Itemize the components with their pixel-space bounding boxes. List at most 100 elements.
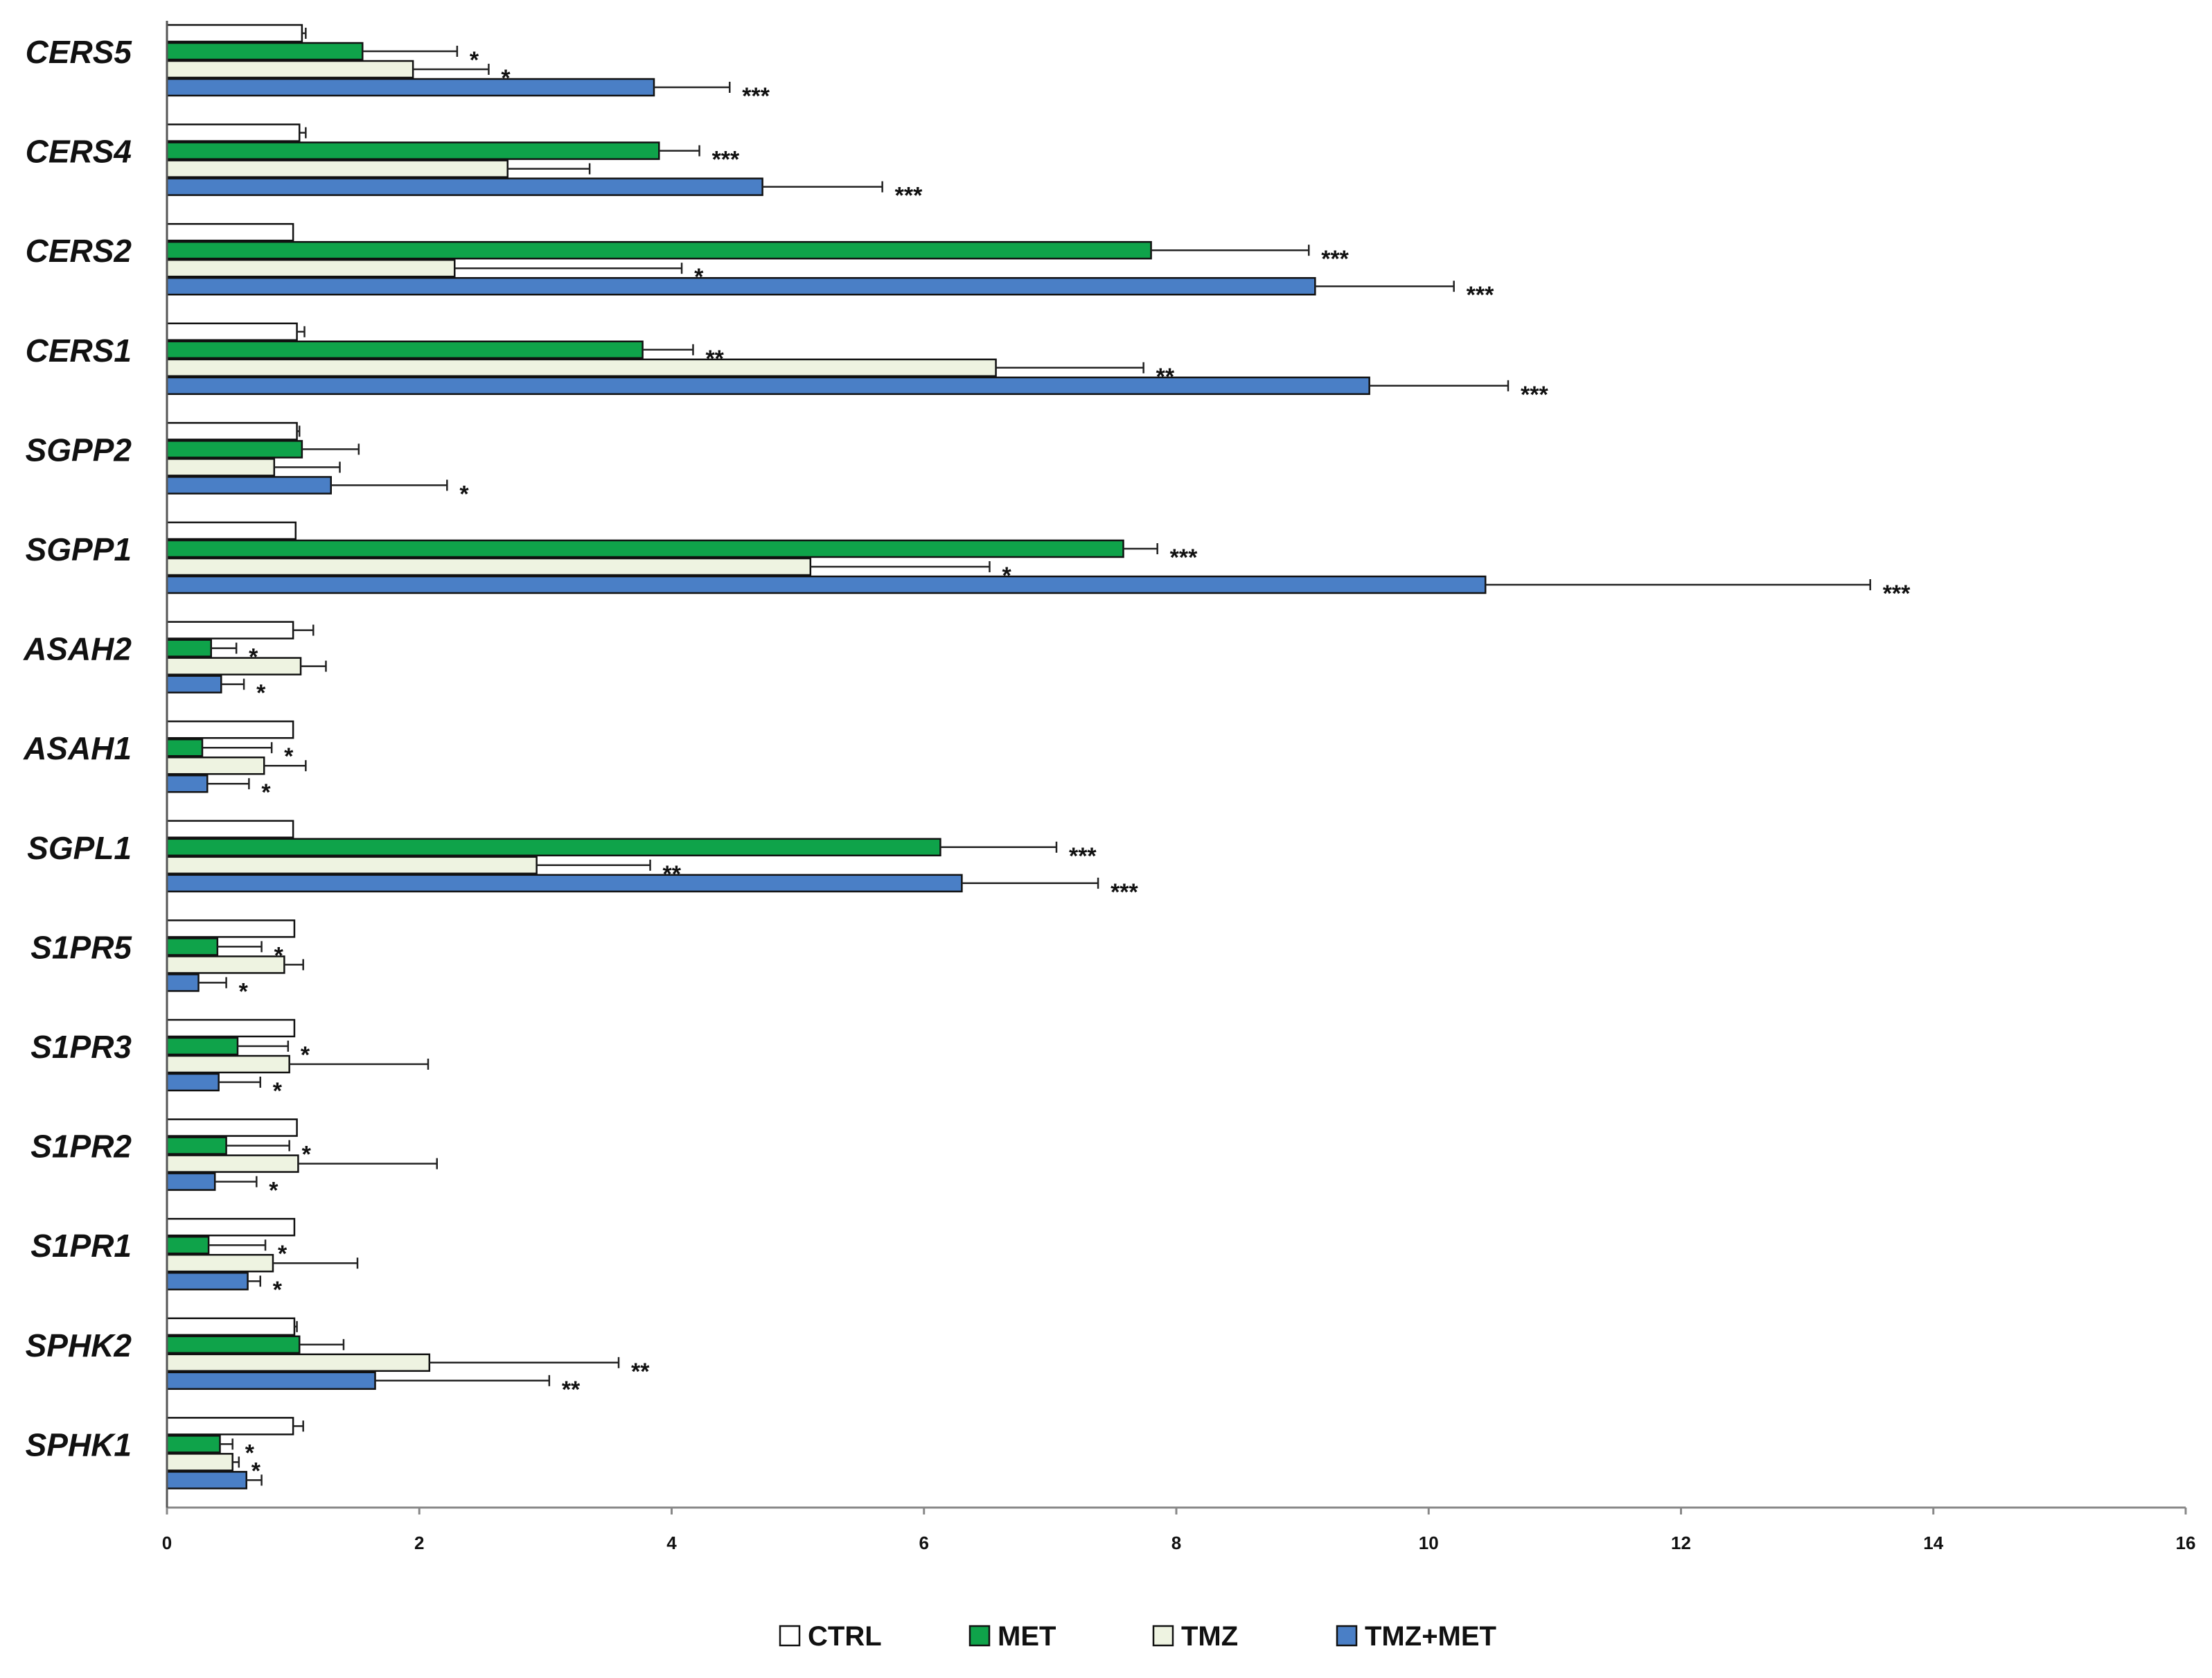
bar-sphk1-tmz-met [166, 1471, 247, 1490]
significance-sgpp1-met: *** [1170, 545, 1198, 571]
bar-s1pr3-ctrl [166, 1018, 296, 1038]
significance-asah2-tmz-met: * [256, 680, 266, 707]
bar-s1pr3-tmz [166, 1054, 290, 1074]
category-label-cers1: CERS1 [26, 333, 132, 369]
significance-s1pr1-met: * [278, 1241, 287, 1267]
bar-s1pr5-tmz-met [166, 973, 200, 992]
bar-cers4-ctrl [166, 123, 301, 142]
bar-s1pr5-ctrl [166, 919, 296, 938]
bar-cers1-met [166, 340, 644, 360]
significance-sphk1-met: * [245, 1440, 255, 1466]
category-label-sgpp1: SGPP1 [26, 531, 132, 567]
category-label-s1pr3: S1PR3 [30, 1029, 132, 1065]
significance-s1pr3-tmz-met: * [273, 1078, 283, 1104]
legend-swatch-tmz [1152, 1625, 1174, 1647]
significance-s1pr1-tmz-met: * [273, 1277, 283, 1303]
category-label-s1pr5: S1PR5 [30, 929, 132, 965]
bar-sgpl1-met [166, 838, 941, 857]
bar-s1pr3-tmz-met [166, 1072, 220, 1092]
legend-swatch-tmz-met [1336, 1625, 1358, 1647]
significance-cers1-tmz-met: *** [1521, 382, 1548, 408]
legend-label-ctrl: CTRL [808, 1621, 882, 1652]
bar-sgpp1-ctrl [166, 521, 297, 540]
significance-sphk2-tmz: ** [631, 1359, 650, 1385]
legend-label-met: MET [998, 1621, 1056, 1652]
bar-cers4-tmz-met [166, 177, 763, 196]
bar-asah1-tmz [166, 756, 265, 775]
significance-sphk2-tmz-met: ** [562, 1377, 581, 1403]
bar-cers1-tmz [166, 358, 997, 378]
bar-asah2-tmz-met [166, 675, 222, 694]
bar-cers1-tmz-met [166, 376, 1370, 396]
bar-sgpl1-tmz-met [166, 874, 963, 893]
bar-s1pr1-tmz [166, 1253, 274, 1273]
significance-asah1-tmz-met: * [261, 779, 271, 806]
x-tick-label-12: 12 [1671, 1533, 1691, 1553]
bar-asah1-ctrl [166, 720, 294, 739]
bar-sphk1-tmz [166, 1453, 233, 1472]
bar-sgpp2-ctrl [166, 422, 298, 441]
bar-sphk1-ctrl [166, 1417, 294, 1436]
bar-cers5-ctrl [166, 24, 303, 43]
bar-s1pr2-tmz-met [166, 1172, 216, 1191]
significance-cers4-met: *** [712, 147, 740, 173]
x-tick-label-6: 6 [919, 1533, 929, 1553]
bar-sgpl1-ctrl [166, 820, 294, 839]
bar-cers5-met [166, 42, 364, 61]
legend-swatch-ctrl [779, 1625, 801, 1647]
category-label-asah1: ASAH1 [23, 730, 132, 766]
bar-cers2-tmz [166, 258, 456, 278]
category-label-s1pr1: S1PR1 [30, 1228, 132, 1264]
significance-sgpl1-tmz-met: *** [1111, 879, 1138, 906]
bar-s1pr5-tmz [166, 955, 285, 974]
bar-sphk2-tmz [166, 1353, 431, 1372]
significance-s1pr2-tmz-met: * [269, 1178, 278, 1204]
significance-cers2-tmz-met: *** [1467, 282, 1494, 308]
bar-asah2-tmz [166, 657, 302, 675]
bar-cers2-met [166, 240, 1152, 260]
bar-cers5-tmz-met [166, 78, 655, 97]
x-tick-label-10: 10 [1419, 1533, 1439, 1553]
category-label-cers2: CERS2 [26, 233, 132, 269]
significance-sgpp2-tmz-met: * [459, 481, 469, 507]
bar-cers4-tmz [166, 159, 508, 178]
bar-s1pr1-met [166, 1235, 210, 1255]
significance-cers5-met: * [470, 47, 479, 73]
bar-sphk2-ctrl [166, 1317, 296, 1336]
bar-cers4-met [166, 141, 660, 160]
category-label-sgpl1: SGPL1 [27, 830, 132, 866]
bar-s1pr2-tmz [166, 1154, 299, 1173]
significance-sgpp1-tmz-met: *** [1883, 581, 1911, 607]
legend-label-tmz: TMZ [1181, 1621, 1238, 1652]
bar-sphk1-met [166, 1435, 221, 1454]
bars-layer: ****************************************… [166, 24, 1911, 1490]
significance-s1pr3-met: * [301, 1042, 310, 1068]
category-label-sphk2: SPHK2 [26, 1327, 132, 1363]
category-label-sgpp2: SGPP2 [26, 432, 132, 468]
category-label-cers4: CERS4 [26, 134, 132, 170]
bar-sphk2-tmz-met [166, 1371, 376, 1390]
legend-swatch-met [968, 1625, 991, 1647]
x-tick-label-14: 14 [1923, 1533, 1943, 1553]
bar-sgpl1-tmz [166, 856, 538, 875]
bar-cers5-tmz [166, 60, 414, 79]
legend-label-tmz-met: TMZ+MET [1365, 1621, 1496, 1652]
bar-cers2-ctrl [166, 222, 294, 242]
bar-sgpp1-met [166, 539, 1124, 558]
bar-asah1-met [166, 738, 204, 757]
bar-sgpp1-tmz [166, 557, 812, 576]
significance-cers5-tmz-met: *** [742, 83, 770, 109]
significance-sphk1-tmz: * [251, 1458, 261, 1484]
x-tick-label-2: 2 [414, 1533, 424, 1553]
significance-cers4-tmz-met: *** [895, 183, 923, 209]
bar-sgpp2-met [166, 440, 303, 459]
bar-s1pr3-met [166, 1036, 239, 1056]
bar-asah1-tmz-met [166, 774, 209, 793]
x-tick-label-0: 0 [162, 1533, 172, 1553]
category-label-sphk1: SPHK1 [26, 1427, 132, 1463]
bar-asah2-ctrl [166, 621, 294, 639]
significance-asah1-met: * [284, 743, 294, 770]
significance-s1pr2-met: * [302, 1142, 312, 1168]
bar-s1pr2-met [166, 1136, 227, 1155]
